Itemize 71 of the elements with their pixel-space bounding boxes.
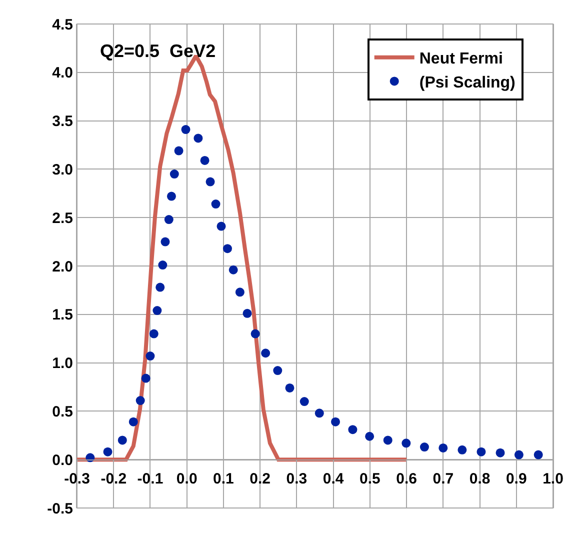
point: [136, 396, 145, 406]
point: [158, 260, 168, 270]
point: [149, 329, 158, 338]
point: [156, 282, 165, 292]
point: [383, 436, 392, 445]
point: [146, 352, 155, 361]
y-tick-label: 0.0: [52, 452, 73, 469]
point: [534, 450, 543, 460]
x-tick-label: 0.4: [322, 470, 344, 488]
x-tick-label: 1.0: [542, 470, 564, 488]
point: [514, 450, 524, 460]
point: [402, 438, 411, 448]
y-tick-label: 3.5: [52, 113, 73, 130]
point: [170, 170, 179, 179]
point: [348, 425, 358, 434]
point: [438, 443, 448, 452]
point: [164, 215, 174, 224]
point: [496, 448, 505, 458]
y-tick-label: 0.5: [52, 403, 73, 420]
point: [216, 222, 226, 231]
y-tick-label: 2.5: [52, 210, 73, 227]
point: [222, 244, 232, 254]
annotation: Q2=0.5 GeV2: [100, 41, 216, 61]
x-tick-label: 0.0: [176, 470, 198, 488]
x-tick-label: 0.9: [506, 470, 527, 488]
x-tick-label: 0.8: [469, 470, 490, 488]
x-tick-label: 0.5: [359, 470, 380, 488]
point: [181, 125, 190, 134]
point: [242, 308, 252, 318]
point: [420, 442, 429, 452]
point: [261, 348, 270, 358]
point: [235, 288, 244, 297]
point: [228, 265, 238, 274]
point: [250, 329, 260, 338]
x-tick-label: -0.3: [64, 470, 90, 488]
point: [128, 417, 138, 426]
point: [200, 156, 210, 165]
y-tick-label: 1.5: [52, 306, 73, 324]
y-tick-label: 4.5: [52, 16, 73, 34]
y-tick-label: 2.0: [52, 258, 73, 276]
point: [141, 374, 150, 383]
y-tick-label: 3.0: [52, 161, 73, 178]
x-tick-label: 0.1: [213, 470, 234, 488]
point: [365, 432, 374, 441]
y-tick-label: 1.0: [52, 355, 73, 372]
point: [458, 445, 467, 454]
x-tick-label: 0.6: [396, 470, 417, 488]
point: [314, 408, 324, 418]
point: [174, 146, 184, 156]
point: [166, 192, 176, 201]
point: [331, 417, 340, 426]
point: [300, 397, 309, 406]
point: [476, 447, 486, 456]
point: [285, 383, 294, 392]
y-tick-label: 4.0: [52, 64, 73, 82]
point: [211, 200, 220, 209]
legend-label: (Psi Scaling): [419, 74, 516, 92]
y-tick-label: -0.5: [47, 500, 73, 518]
point: [273, 366, 282, 376]
x-tick-label: -0.1: [137, 470, 164, 488]
point: [194, 134, 203, 143]
point: [160, 237, 170, 246]
x-tick-label: 0.2: [250, 470, 271, 488]
point: [152, 306, 162, 316]
x-tick-label: 0.3: [286, 470, 308, 488]
point: [103, 447, 112, 456]
x-tick-label: 0.7: [432, 470, 454, 488]
point: [118, 436, 127, 445]
legend-label: Neut Fermi: [419, 50, 503, 68]
point: [206, 177, 215, 186]
x-tick-label: -0.2: [100, 470, 127, 488]
